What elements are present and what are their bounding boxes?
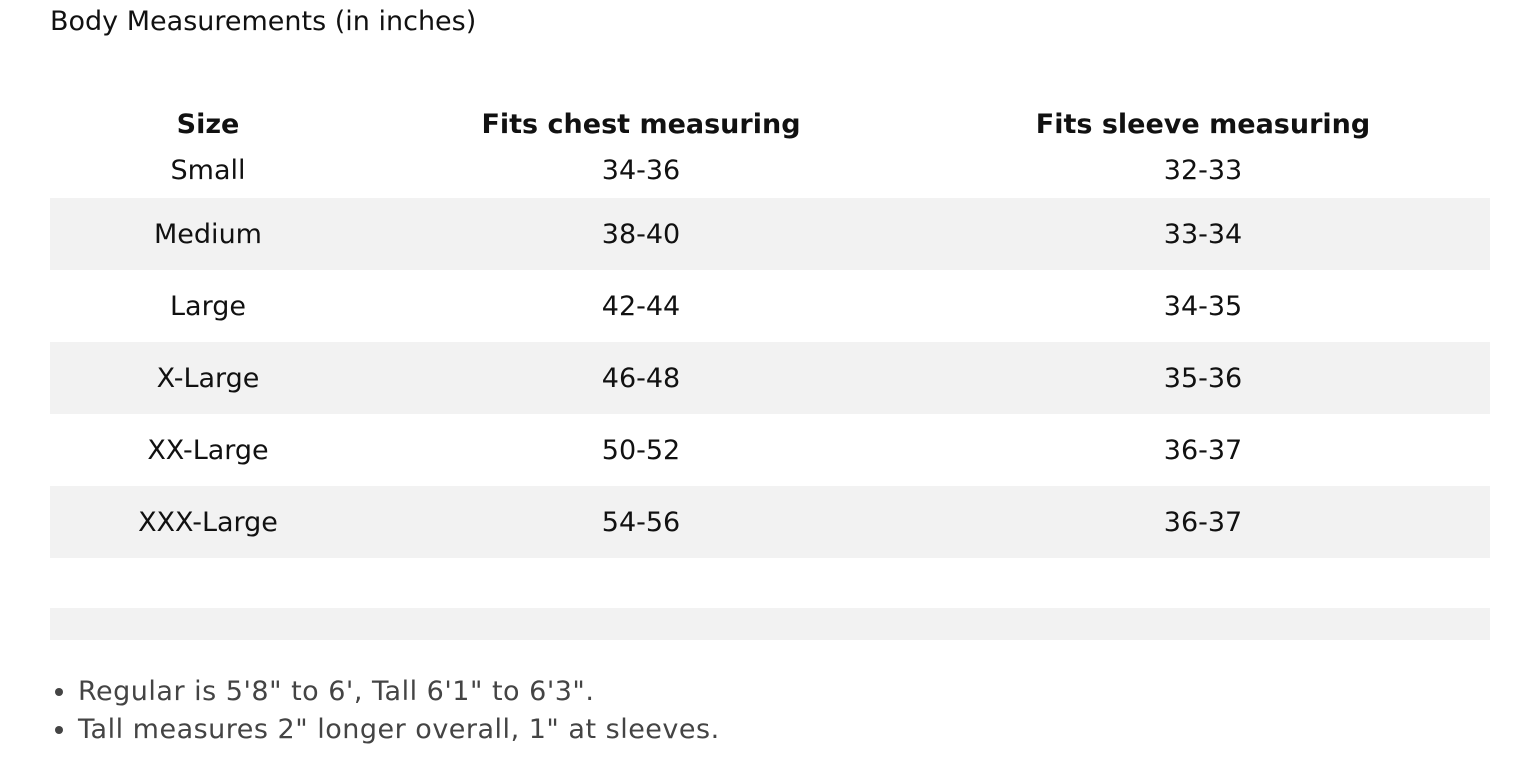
empty-row xyxy=(50,608,1490,640)
cell: 54-56 xyxy=(601,506,681,538)
table-row: XXX-Large 54-56 36-37 xyxy=(50,486,1490,558)
table-row: Large 42-44 34-35 xyxy=(50,270,1490,342)
cell: 42-44 xyxy=(601,290,681,322)
cell: 33-34 xyxy=(1163,218,1243,250)
header-cell: Size xyxy=(176,108,240,140)
header-cell: Fits chest measuring xyxy=(481,108,801,140)
cell: 36-37 xyxy=(1163,434,1243,466)
header-cell: Fits sleeve measuring xyxy=(1035,108,1371,140)
cell: 46-48 xyxy=(601,362,681,394)
table-row: Medium 38-40 33-34 xyxy=(50,198,1490,270)
cell: 36-37 xyxy=(1163,506,1243,538)
notes: Regular is 5'8" to 6', Tall 6'1" to 6'3"… xyxy=(50,676,720,752)
size-table: Size Fits chest measuring Fits sleeve meas… xyxy=(50,88,1490,558)
note: Tall measures 2" longer overall, 1" at s… xyxy=(78,714,720,752)
cell: 34-36 xyxy=(601,154,681,186)
cell: Medium xyxy=(154,218,262,250)
cell: XX-Large xyxy=(147,434,269,466)
title: Body Measurements (in inches) xyxy=(50,6,477,37)
header-row: Size Fits chest measuring Fits sleeve meas… xyxy=(50,88,1490,160)
table-row: XX-Large 50-52 36-37 xyxy=(50,414,1490,486)
cell: X-Large xyxy=(156,362,260,394)
table-row: Small 34-36 32-33 xyxy=(50,142,1490,198)
cell: 34-35 xyxy=(1163,290,1243,322)
note: Regular is 5'8" to 6', Tall 6'1" to 6'3"… xyxy=(78,676,720,714)
cell: XXX-Large xyxy=(138,506,278,538)
table-row: X-Large 46-48 35-36 xyxy=(50,342,1490,414)
cell: Large xyxy=(170,290,246,322)
cell: 35-36 xyxy=(1163,362,1243,394)
cell: 32-33 xyxy=(1163,154,1243,186)
cell: Small xyxy=(170,154,246,186)
cell: 38-40 xyxy=(601,218,681,250)
cell: 50-52 xyxy=(601,434,681,466)
